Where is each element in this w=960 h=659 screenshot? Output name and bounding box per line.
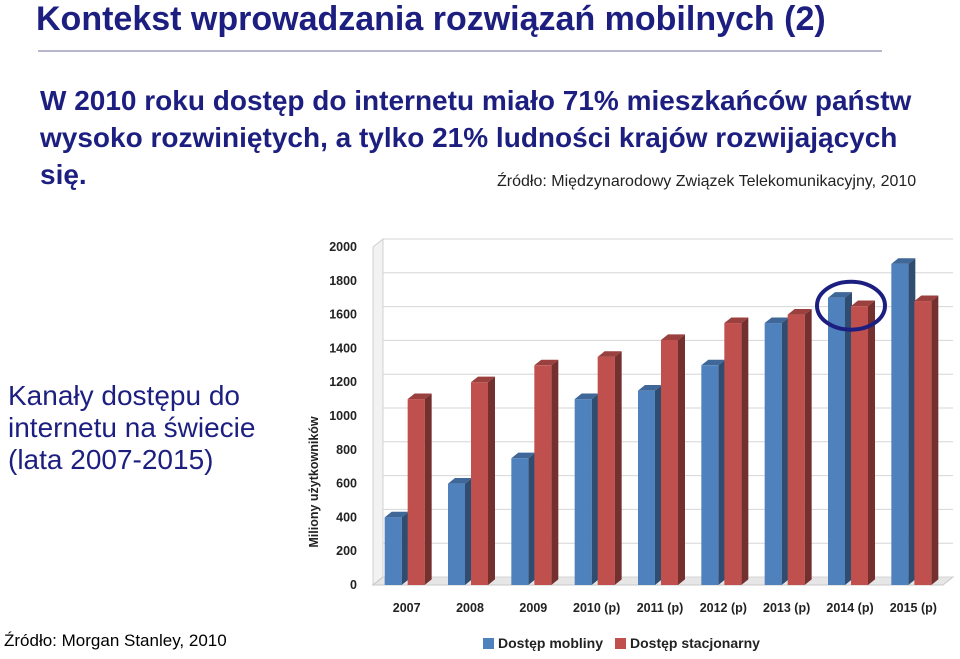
y-tick-label: 0 [350, 578, 357, 592]
y-tick-label: 1000 [329, 409, 357, 423]
bar-fixed [787, 309, 812, 585]
lead-text: W 2010 roku dostęp do internetu miało 71… [40, 85, 912, 190]
x-tick-label: 2010 (p) [573, 601, 620, 615]
bar-mobile [448, 478, 472, 585]
y-tick-label: 1800 [329, 274, 357, 288]
y-tick-label: 200 [336, 544, 357, 558]
side-caption: Kanały dostępu do internetu na świecie (… [8, 380, 256, 475]
y-tick-label: 2000 [329, 240, 357, 254]
source-note-top: Źródło: Międzynarodowy Związek Telekomun… [497, 173, 917, 190]
bar-fixed [471, 376, 495, 585]
y-axis: 0 200 400 600 800 1000 1200 1400 1600 1800 2000 [329, 240, 357, 592]
x-tick-label: 2007 [393, 601, 421, 615]
y-tick-label: 600 [336, 477, 357, 491]
bar-mobile [764, 317, 789, 585]
x-tick-label: 2008 [456, 601, 484, 615]
x-axis: 2007 2008 2009 2010 (p) 2011 (p) 2012 (p) 2013… [393, 601, 937, 615]
chart-bars [384, 258, 939, 585]
bar-mobile [638, 385, 662, 585]
bar-fixed [407, 393, 432, 585]
y-tick-label: 1400 [329, 341, 357, 355]
legend-swatch [615, 638, 626, 649]
title-divider [38, 50, 882, 52]
bar-fixed [851, 300, 875, 585]
x-tick-label: 2012 (p) [700, 601, 747, 615]
bar-mobile [891, 258, 916, 585]
bar-fixed [597, 351, 622, 585]
bar-fixed [914, 295, 939, 585]
legend-label: Dostęp mobliny [498, 635, 603, 651]
legend-label: Dostęp stacjonarny [630, 635, 760, 651]
y-tick-label: 1200 [329, 375, 357, 389]
legend-swatch [483, 638, 494, 649]
y-tick-label: 800 [336, 443, 357, 457]
bar-mobile [574, 393, 599, 585]
bar-mobile [828, 292, 852, 585]
bar-chart: 0 200 400 600 800 1000 1200 1400 1600 1800 2000 20… [307, 237, 955, 651]
x-tick-label: 2014 (p) [826, 601, 873, 615]
chart-legend: Dostęp mobliny Dostęp stacjonarny [483, 635, 760, 651]
x-tick-label: 2015 (p) [890, 601, 937, 615]
y-axis-label: Miliony użytkowników [307, 416, 321, 548]
bar-fixed [661, 334, 685, 585]
x-tick-label: 2009 [519, 601, 547, 615]
bar-fixed [534, 359, 559, 585]
x-tick-label: 2011 (p) [637, 601, 684, 615]
y-tick-label: 1600 [329, 308, 357, 322]
bar-mobile [701, 359, 726, 585]
highlight-ellipse [815, 279, 887, 332]
bar-fixed [724, 317, 749, 585]
bar-mobile [511, 452, 536, 585]
source-note-bottom: Źródło: Morgan Stanley, 2010 [4, 631, 227, 650]
x-tick-label: 2013 (p) [763, 601, 810, 615]
bar-mobile [384, 511, 409, 585]
slide-title: Kontekst wprowadzania rozwiązań mobilnyc… [36, 0, 826, 38]
y-tick-label: 400 [336, 510, 357, 524]
